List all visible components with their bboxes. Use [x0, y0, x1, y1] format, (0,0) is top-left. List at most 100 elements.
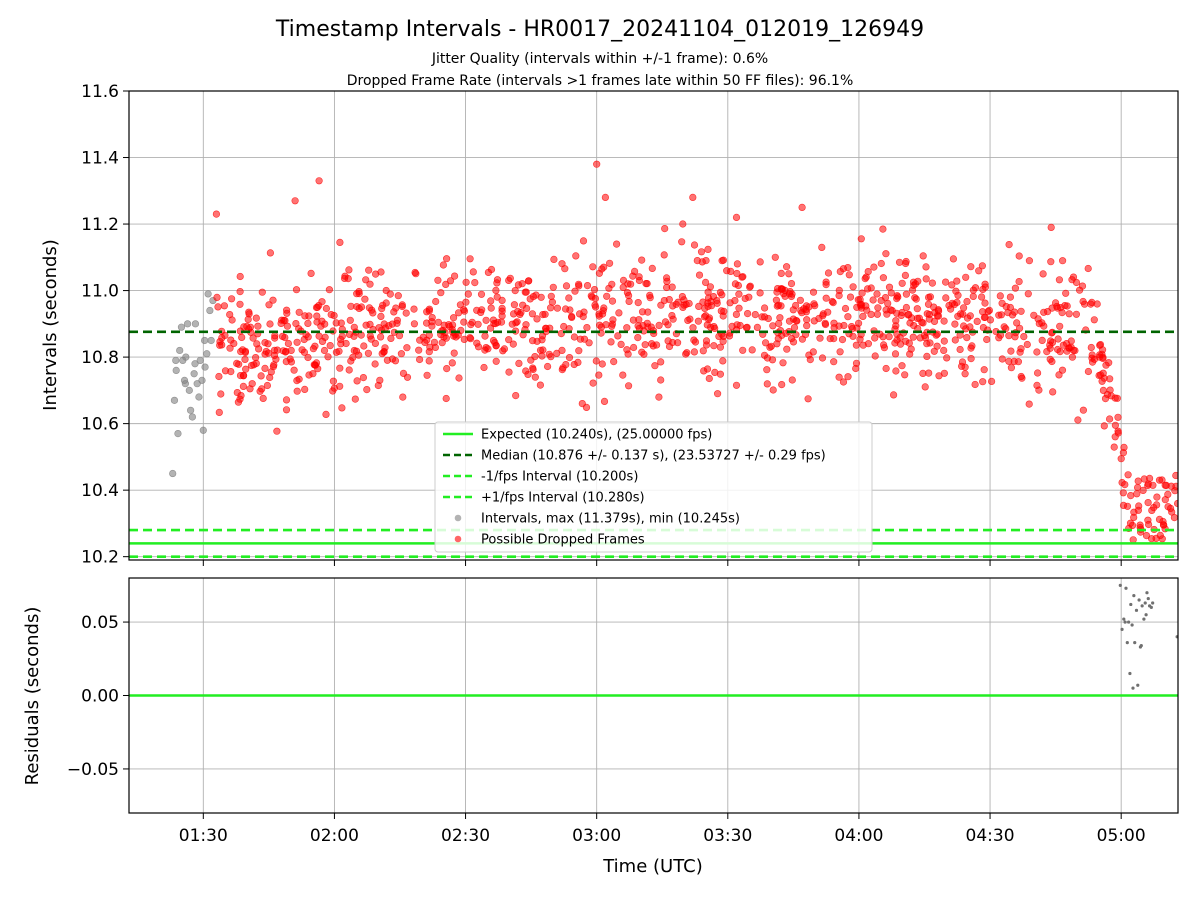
dropped-frame-point	[350, 346, 358, 355]
dropped-frame-point	[657, 358, 665, 366]
dropped-frame-point	[1114, 427, 1122, 435]
dropped-frame-point	[623, 346, 631, 354]
dropped-frame-point	[589, 379, 597, 387]
dropped-frame-point	[234, 398, 242, 406]
dropped-frame-point	[686, 315, 694, 323]
dropped-frame-point	[571, 287, 579, 295]
dropped-frame-point	[731, 280, 740, 288]
dropped-frame-point	[547, 353, 555, 361]
interval-point	[174, 430, 182, 438]
interval-point	[176, 346, 184, 355]
dropped-frame-point	[1058, 309, 1066, 317]
dropped-frame-point	[487, 304, 495, 312]
dropped-frame-point	[282, 358, 290, 366]
dropped-frame-point	[295, 308, 303, 316]
dropped-frame-point	[487, 297, 495, 305]
dropped-frame-point	[582, 403, 591, 412]
dropped-frame-point	[425, 348, 433, 356]
dropped-frame-point	[351, 395, 359, 403]
dropped-frame-point	[300, 335, 308, 344]
dropped-frame-point	[337, 319, 345, 327]
dropped-frame-point	[689, 193, 697, 201]
dropped-frame-point	[529, 293, 538, 301]
dropped-frame-point	[933, 312, 942, 320]
residual-point	[1134, 608, 1139, 612]
dropped-frame-point	[233, 359, 241, 368]
dropped-frame-point	[291, 197, 299, 205]
dropped-frame-point	[626, 280, 635, 288]
interval-point	[199, 426, 207, 434]
dropped-frame-point	[652, 341, 661, 349]
dropped-frame-point	[1159, 521, 1168, 529]
residual-point	[1118, 583, 1122, 587]
dropped-frame-point	[1124, 471, 1132, 479]
dropped-frame-point	[962, 325, 970, 333]
dropped-frame-point	[281, 333, 289, 342]
dropped-frame-point	[777, 285, 786, 293]
dropped-frame-point	[290, 366, 298, 374]
dropped-frame-point	[1025, 257, 1033, 265]
dropped-frame-point	[819, 310, 827, 318]
y-tick-label: 0.00	[81, 687, 119, 707]
dropped-frame-point	[442, 280, 450, 289]
dropped-frame-point	[862, 302, 870, 310]
dropped-frame-point	[568, 313, 576, 322]
dropped-frame-point	[442, 334, 450, 342]
dropped-frame-point	[391, 357, 400, 365]
dropped-frame-point	[1164, 503, 1172, 511]
dropped-frame-point	[531, 353, 539, 361]
dropped-frame-point	[547, 292, 555, 300]
dropped-frame-point	[779, 359, 787, 367]
dropped-frame-point	[1062, 289, 1070, 297]
dropped-frame-point	[926, 293, 935, 301]
dropped-frame-point	[713, 390, 722, 398]
dropped-frame-point	[522, 288, 530, 296]
dropped-frame-point	[322, 304, 331, 313]
dropped-frame-point	[902, 290, 911, 298]
dropped-frame-point	[432, 297, 440, 306]
dropped-frame-point	[226, 344, 234, 352]
y-tick-label: 10.4	[81, 481, 119, 501]
dropped-frame-point	[829, 299, 837, 307]
dropped-frame-point	[245, 310, 253, 318]
dropped-frame-point	[583, 282, 592, 290]
dropped-frame-point	[434, 276, 442, 284]
dropped-frame-point	[694, 317, 703, 325]
dropped-frame-point	[745, 293, 753, 301]
interval-point	[188, 413, 196, 421]
interval-point	[185, 386, 193, 394]
dropped-frame-point	[1055, 276, 1063, 284]
dropped-frame-point	[590, 286, 599, 294]
dropped-frame-point	[1013, 319, 1021, 327]
dropped-frame-point	[1056, 348, 1064, 356]
dropped-frame-point	[570, 360, 578, 369]
dropped-frame-point	[913, 314, 922, 323]
dropped-frame-point	[657, 301, 665, 309]
dropped-frame-point	[1047, 258, 1055, 266]
dropped-frame-point	[623, 324, 631, 332]
dropped-frame-point	[246, 323, 254, 331]
residuals-scatter	[1118, 583, 1178, 690]
dropped-frame-point	[314, 365, 322, 373]
dropped-frame-point	[1065, 310, 1073, 318]
dropped-frame-point	[856, 296, 864, 304]
dropped-frame-point	[589, 263, 597, 271]
dropped-frame-point	[940, 337, 948, 345]
dropped-frame-point	[803, 322, 811, 330]
dropped-frame-point	[789, 306, 797, 314]
dropped-frame-point	[1155, 476, 1164, 484]
residuals-y-axis-label: Residuals (seconds)	[22, 607, 43, 786]
dropped-frame-point	[921, 383, 929, 391]
dropped-frame-point	[951, 320, 959, 328]
dropped-frame-point	[480, 363, 488, 372]
dropped-frame-point	[956, 345, 964, 354]
residual-point	[1143, 601, 1147, 605]
dropped-frame-point	[561, 265, 569, 273]
dropped-frame-point	[690, 241, 699, 249]
dropped-frame-point	[332, 348, 341, 356]
dropped-frame-point	[493, 293, 501, 301]
dropped-frame-point	[853, 303, 861, 311]
legend-box	[434, 421, 873, 553]
dropped-frame-point	[1110, 443, 1118, 451]
dropped-frame-point	[662, 283, 671, 292]
